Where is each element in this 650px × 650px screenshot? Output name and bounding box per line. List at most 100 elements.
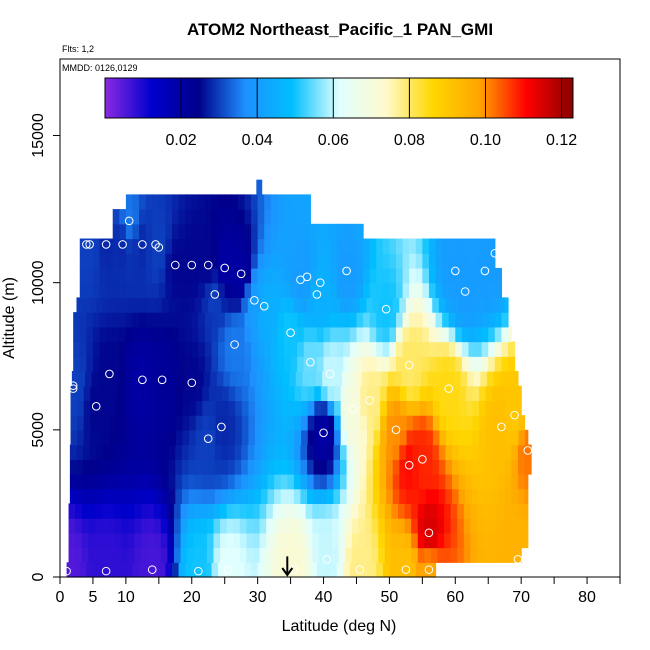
heatmap-cell [154, 532, 162, 549]
heatmap-cell [452, 415, 460, 431]
heatmap-cell [303, 223, 311, 240]
heatmap-cell [94, 518, 103, 534]
heatmap-cell [251, 267, 259, 284]
heatmap-cell [102, 473, 111, 490]
heatmap-cell [332, 547, 340, 563]
heatmap-cell [121, 518, 129, 534]
heatmap-cell [68, 518, 76, 534]
heatmap-cell [125, 223, 134, 240]
heatmap-cell [235, 400, 243, 416]
heatmap-cell [181, 459, 190, 475]
heatmap-cell [141, 547, 149, 563]
heatmap-cell [442, 312, 450, 328]
heatmap-cell [419, 400, 427, 416]
heatmap-cell [303, 341, 311, 357]
heatmap-cell [491, 488, 499, 505]
heatmap-cell [228, 400, 236, 416]
heatmap-cell [247, 297, 255, 313]
heatmap-cell [508, 341, 516, 357]
heatmap-cell [156, 400, 164, 416]
heatmap-cell [372, 297, 381, 313]
heatmap-cell [253, 518, 261, 534]
heatmap-cell [253, 503, 261, 519]
heatmap-cell [233, 532, 241, 549]
location-marker [281, 556, 294, 577]
heatmap-cell [264, 341, 272, 357]
heatmap-cell [411, 503, 419, 519]
heatmap-cell [158, 282, 167, 298]
heatmap-cell [148, 488, 157, 505]
heatmap-cell [108, 532, 116, 549]
heatmap-cell [509, 518, 518, 534]
heatmap-cell [132, 253, 140, 269]
heatmap-cell [314, 415, 322, 431]
heatmap-cell [505, 400, 513, 416]
heatmap-cell [277, 356, 285, 372]
heatmap-cell [343, 562, 351, 571]
heatmap-cell [493, 370, 501, 387]
heatmap-cell [422, 282, 430, 298]
heatmap-cell [136, 415, 144, 431]
heatmap-cell [277, 569, 285, 578]
heatmap-cell [384, 503, 392, 519]
heatmap-cell [393, 415, 401, 431]
heatmap-cell [162, 444, 170, 460]
sample-point [302, 272, 312, 282]
heatmap-cell [157, 370, 165, 387]
heatmap-cell [101, 547, 109, 563]
sample-point [523, 446, 533, 455]
heatmap-cell [251, 194, 259, 210]
heatmap-cell [251, 312, 259, 328]
heatmap-cell [158, 312, 167, 328]
heatmap-cell [289, 370, 297, 387]
heatmap-cell [432, 415, 441, 431]
heatmap-cell [504, 297, 509, 313]
heatmap-cell [382, 562, 391, 571]
heatmap-cell [297, 223, 305, 240]
heatmap-cell [343, 238, 351, 254]
heatmap-cell [511, 400, 520, 416]
heatmap-cell [274, 473, 282, 490]
heatmap-cell [496, 518, 504, 534]
heatmap-cell [428, 267, 437, 284]
heatmap-cell [204, 569, 213, 578]
heatmap-cell [231, 282, 239, 298]
heatmap-cell [307, 473, 315, 490]
heatmap-cell [340, 444, 348, 460]
heatmap-cell [264, 312, 272, 328]
heatmap-cell [135, 473, 143, 490]
heatmap-cell [154, 503, 162, 519]
heatmap-cell [156, 385, 164, 402]
heatmap-cell [149, 415, 157, 431]
heatmap-cell [330, 312, 338, 328]
heatmap-cell [119, 562, 127, 571]
heatmap-cell [274, 415, 282, 431]
heatmap-cell [494, 282, 503, 298]
heatmap-cell [152, 569, 160, 578]
heatmap-cell [246, 547, 254, 563]
heatmap-cell [412, 297, 420, 313]
heatmap-cell [114, 547, 122, 563]
heatmap-cell [496, 532, 504, 549]
heatmap-cell [461, 282, 470, 298]
heatmap-cell [303, 267, 311, 284]
heatmap-cell [356, 238, 364, 254]
sample-point [203, 434, 213, 443]
heatmap-cell [399, 385, 408, 402]
heatmap-cell [191, 312, 199, 328]
sample-point [210, 290, 220, 299]
heatmap-cell [484, 444, 493, 460]
heatmap-cell [165, 223, 173, 240]
heatmap-cell [178, 194, 186, 210]
heatmap-cell [182, 385, 190, 402]
heatmap-cell [345, 503, 353, 519]
heatmap-cell [195, 415, 203, 431]
heatmap-cell [313, 473, 321, 490]
heatmap-cell [481, 326, 489, 343]
heatmap-cell [347, 400, 355, 416]
heatmap-cell [234, 473, 242, 490]
heatmap-cell [323, 341, 331, 357]
heatmap-cell [270, 326, 279, 343]
heatmap-cell [475, 312, 483, 328]
heatmap-cell [148, 444, 157, 460]
